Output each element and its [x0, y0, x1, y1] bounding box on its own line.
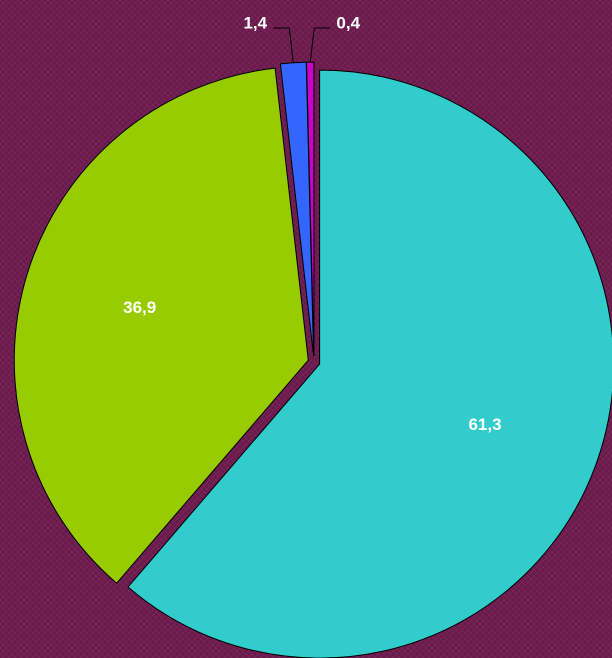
pie-slice — [13, 67, 309, 584]
data-label: 61,3 — [468, 415, 501, 434]
data-label: 1,4 — [243, 13, 267, 32]
data-label: 0,4 — [336, 13, 360, 32]
leader-line — [273, 27, 294, 63]
leader-line — [309, 27, 331, 63]
data-label: 36,9 — [123, 298, 156, 317]
pie-slice — [127, 69, 612, 658]
